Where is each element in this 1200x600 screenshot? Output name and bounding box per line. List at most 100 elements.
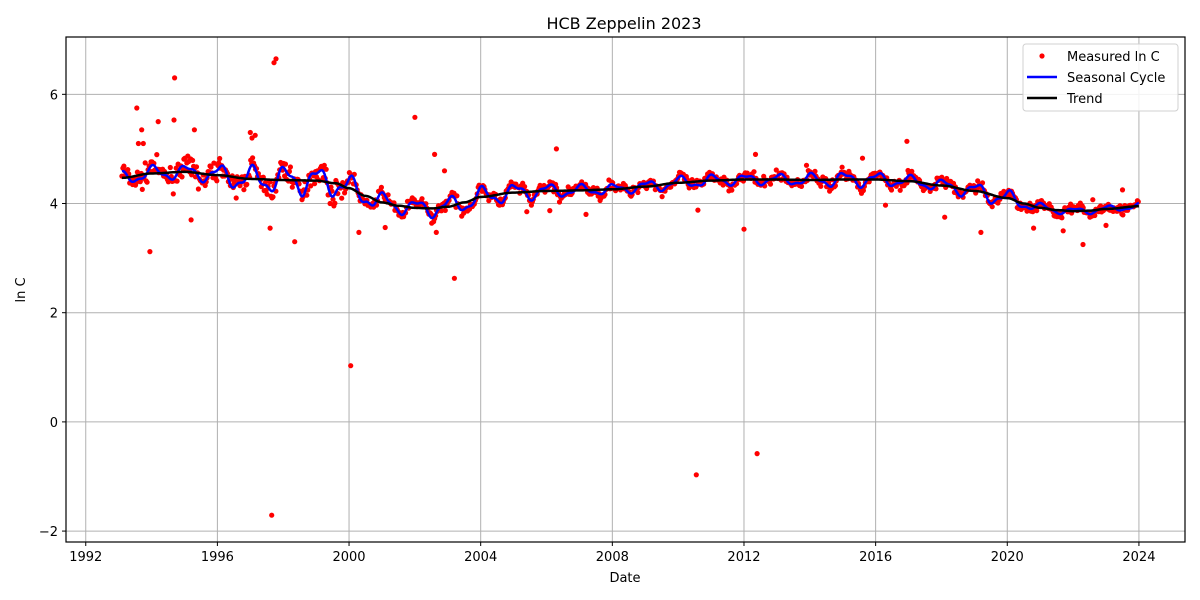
- measured-point-outlier: [441, 168, 448, 174]
- measured-point: [323, 166, 329, 172]
- measured-point: [270, 194, 276, 200]
- x-tick-label: 2012: [727, 550, 760, 565]
- x-tick-label: 1992: [69, 550, 102, 565]
- measured-point: [170, 191, 176, 197]
- measured-point-outlier: [553, 146, 560, 152]
- legend-measured-label: Measured ln C: [1067, 50, 1160, 65]
- measured-point: [522, 184, 528, 190]
- measured-point: [173, 165, 179, 171]
- y-tick-label: 6: [50, 88, 58, 103]
- measured-point: [144, 179, 150, 185]
- measured-point: [211, 160, 217, 166]
- measured-point: [217, 155, 223, 162]
- y-axis: −2 0 2 4 6: [39, 88, 66, 540]
- measured-point: [142, 160, 148, 166]
- x-tick-label: 2008: [596, 550, 629, 565]
- y-tick-label: −2: [39, 525, 58, 540]
- measured-point: [1034, 208, 1040, 214]
- measured-point: [419, 196, 425, 202]
- measured-point-outlier: [188, 217, 194, 223]
- plot-frame: [65, 36, 1186, 543]
- legend: Measured ln C Seasonal Cycle Trend: [1022, 43, 1179, 112]
- measured-point-outlier: [942, 214, 948, 220]
- x-tick-label: 2004: [464, 550, 497, 565]
- measured-point: [454, 193, 460, 199]
- measured-point-outlier: [754, 451, 760, 457]
- x-tick-label: 2024: [1122, 550, 1155, 565]
- seasonal-cycle-line: [121, 163, 1140, 220]
- measured-point-outlier: [382, 224, 388, 231]
- measured-point: [442, 207, 448, 213]
- y-axis-label: ln C: [14, 277, 29, 302]
- y-tick-label: 4: [50, 198, 58, 213]
- measured-point: [174, 178, 180, 184]
- measured-point-outlier: [1119, 187, 1126, 193]
- measured-point: [264, 191, 270, 197]
- measured-point: [635, 189, 641, 196]
- measured-point: [378, 184, 384, 190]
- measured-point: [798, 183, 805, 189]
- measured-point: [137, 179, 143, 185]
- x-tick-label: 1996: [201, 550, 234, 565]
- measured-point: [761, 173, 767, 179]
- measured-point: [308, 183, 314, 189]
- y-tick-label: 2: [50, 307, 58, 322]
- measured-point-outlier: [583, 211, 589, 217]
- x-tick-label: 2000: [332, 550, 365, 565]
- measured-point-outlier: [904, 138, 910, 144]
- measured-point-outlier: [433, 229, 439, 235]
- measured-point: [818, 183, 824, 189]
- measured-point: [438, 208, 444, 214]
- chart-title: HCB Zeppelin 2023: [546, 14, 701, 33]
- measured-point: [975, 178, 981, 184]
- measured-point: [312, 181, 318, 187]
- measured-point: [263, 187, 269, 193]
- measured-point-outlier: [140, 140, 146, 147]
- measured-point-outlier: [271, 60, 277, 66]
- measured-point-outlier: [859, 155, 866, 161]
- measured-point: [812, 168, 818, 174]
- measured-point: [233, 195, 239, 201]
- measured-point-outlier: [1060, 228, 1066, 234]
- measured-point-outlier: [1031, 225, 1037, 231]
- measured-point-outlier: [1090, 197, 1096, 203]
- measured-point: [121, 163, 127, 169]
- measured-point-outlier: [247, 129, 253, 136]
- measured-point-outlier: [356, 229, 362, 235]
- x-tick-label: 2020: [991, 550, 1024, 565]
- measured-point: [179, 174, 185, 180]
- measured-point: [888, 187, 895, 193]
- measured-points: [119, 56, 1141, 518]
- measured-point-outlier: [267, 225, 273, 231]
- measured-point: [751, 169, 757, 175]
- measured-point: [250, 155, 256, 161]
- measured-point: [287, 164, 293, 170]
- legend-box: [1022, 43, 1179, 112]
- measured-point: [195, 186, 201, 192]
- measured-point-outlier: [432, 151, 438, 157]
- measured-point-outlier: [1080, 241, 1086, 248]
- measured-point-outlier: [524, 209, 530, 215]
- legend-seasonal-label: Seasonal Cycle: [1067, 71, 1165, 86]
- measured-point: [321, 162, 327, 168]
- measured-point: [729, 187, 735, 193]
- measured-point-outlier: [252, 132, 258, 138]
- trend-line: [121, 170, 1139, 213]
- x-tick-label: 2016: [859, 550, 892, 565]
- measured-point: [332, 200, 338, 206]
- measured-point: [909, 168, 915, 174]
- measured-point: [773, 167, 779, 173]
- measured-point: [231, 180, 237, 186]
- measured-point: [989, 204, 995, 210]
- measured-point: [214, 178, 220, 184]
- measured-point: [659, 194, 665, 200]
- measured-point-outlier: [752, 151, 759, 157]
- measured-point: [154, 152, 160, 158]
- measured-point-outlier: [135, 140, 141, 147]
- measured-point-outlier: [412, 114, 418, 120]
- grid-lines: [66, 37, 1185, 542]
- measured-point: [839, 164, 845, 170]
- measured-point-outlier: [147, 249, 153, 255]
- measured-point: [556, 199, 563, 205]
- y-tick-label: 0: [50, 416, 58, 431]
